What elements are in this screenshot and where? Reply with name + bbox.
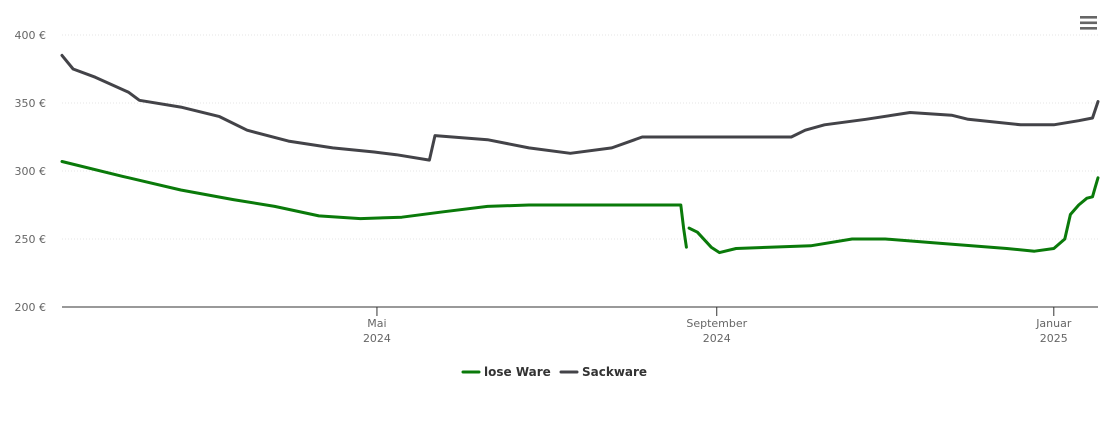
- series-line-sackware[interactable]: [60, 53, 1100, 162]
- legend-label: lose Ware: [484, 365, 551, 379]
- y-tick-label: 200 €: [15, 301, 47, 314]
- legend-item[interactable]: Sackware: [559, 365, 647, 379]
- x-tick-label: Mai: [367, 317, 386, 330]
- x-axis: Mai 2024 September 2024 Januar 2025: [62, 306, 1098, 345]
- series-line-lose-ware[interactable]: [687, 176, 1100, 255]
- legend-item[interactable]: lose Ware: [461, 365, 551, 379]
- x-tick-year-label: 2024: [363, 332, 391, 345]
- y-tick-label: 400 €: [15, 29, 47, 42]
- x-tick-label: Januar: [1035, 317, 1072, 330]
- grid-lines: [62, 34, 1098, 240]
- series-lines: [60, 53, 1100, 255]
- series-line-lose-ware[interactable]: [60, 160, 688, 249]
- x-tick-label: September: [686, 317, 747, 330]
- hamburger-menu-icon: [1080, 16, 1097, 30]
- legend[interactable]: lose Ware Sackware: [461, 365, 647, 379]
- x-tick-year-label: 2025: [1040, 332, 1068, 345]
- y-tick-label: 250 €: [15, 233, 47, 246]
- y-axis: 200 € 250 € 300 € 350 € 400 €: [15, 29, 47, 314]
- y-tick-label: 350 €: [15, 97, 47, 110]
- x-tick-year-label: 2024: [703, 332, 731, 345]
- chart-menu-button[interactable]: [1078, 14, 1100, 32]
- y-tick-label: 300 €: [15, 165, 47, 178]
- legend-label: Sackware: [582, 365, 647, 379]
